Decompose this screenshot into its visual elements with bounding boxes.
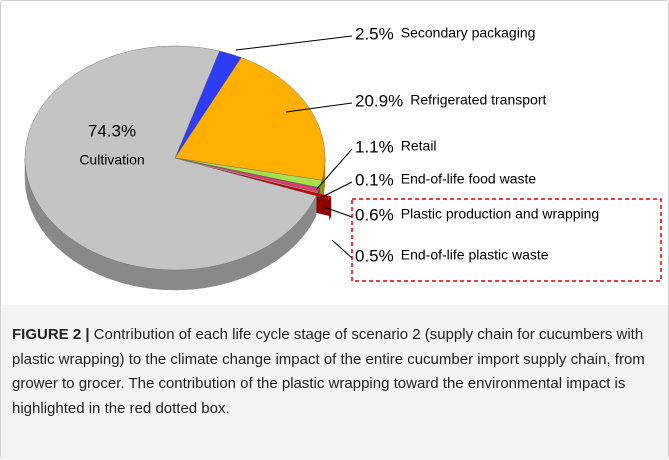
leader-line [236,36,352,50]
slice-name-label: Plastic production and wrapping [401,206,599,222]
chart: 2.5% Secondary packaging 20.9% Refrigerated… [0,0,669,305]
slice-name-label: Retail [401,138,437,154]
slice-value-label: 0.1% [355,170,394,189]
caption: FIGURE 2 | Contribution of each life cyc… [1,305,668,460]
leader-line [332,240,352,258]
slice-value-label: 0.5% [355,246,394,265]
slice-name-label: Cultivation [79,152,144,168]
caption-text: Contribution of each life cycle stage of… [12,326,645,417]
slice-value-label: 0.6% [355,205,394,224]
slice-name-label: End-of-life food waste [401,171,537,187]
caption-label: FIGURE 2 | [12,326,90,343]
slice-value-label: 1.1% [355,137,394,156]
slice-name-label: Refrigerated transport [410,92,546,108]
slice-value-label: 74.3% [88,121,136,140]
slice-value-label: 20.9% [355,91,403,110]
slice-name-label: End-of-life plastic waste [401,247,549,263]
slice-name-label: Secondary packaging [401,25,536,41]
slice-value-label: 2.5% [355,24,394,43]
